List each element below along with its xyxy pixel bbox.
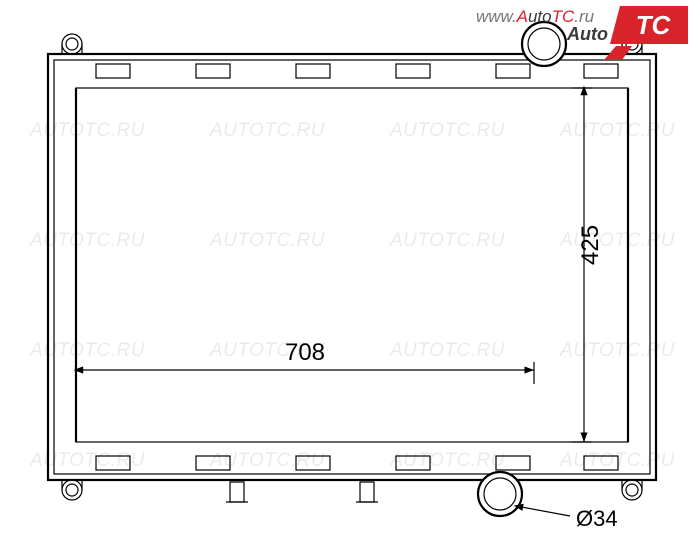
dimension-height-value: 425 <box>577 225 604 265</box>
dimension-diameter-value: Ø34 <box>576 506 618 531</box>
diagram-stage: AUTOTC.RUAUTOTC.RUAUTOTC.RUAUTOTC.RUAUTO… <box>0 0 700 544</box>
logo-badge-text: TC <box>636 10 672 40</box>
dimension-width-value: 708 <box>285 339 325 366</box>
radiator-drawing: 708425Ø34www.AutoTC.ruTCAuto <box>0 0 700 544</box>
logo-auto-text: Auto <box>566 24 608 44</box>
